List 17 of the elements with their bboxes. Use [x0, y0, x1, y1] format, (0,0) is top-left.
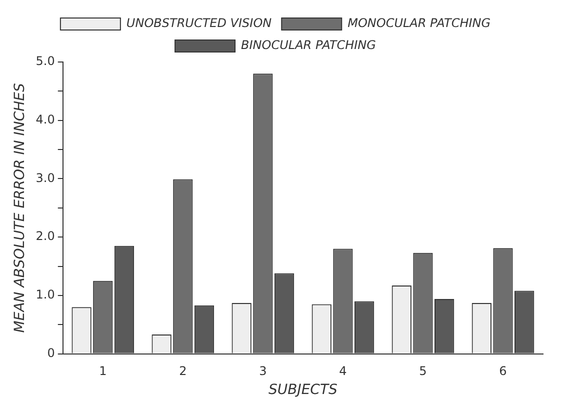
legend-label: UNOBSTRUCTED VISION	[126, 16, 272, 30]
x-axis-title: SUBJECTS	[268, 382, 338, 398]
x-tick-label: 5	[419, 364, 427, 378]
x-tick-label: 2	[179, 364, 187, 378]
x-tick-label: 3	[259, 364, 267, 378]
x-tick-label: 1	[99, 364, 107, 378]
y-axis-title: MEAN ABSOLUTE ERROR IN INCHES	[12, 82, 28, 333]
x-tick-label: 4	[339, 364, 347, 378]
y-tick-label: 2.0	[36, 229, 55, 244]
y-tick-label: 5.0	[36, 54, 55, 68]
x-tick-label: 6	[499, 364, 507, 378]
y-tick-label: 3.0	[36, 170, 55, 185]
y-tick-label: 0	[47, 346, 55, 360]
legend-label: MONOCULAR PATCHING	[348, 16, 491, 30]
legend-label: BINOCULAR PATCHING	[241, 38, 376, 52]
y-tick-label: 4.0	[36, 112, 55, 126]
y-tick-label: 1.0	[36, 288, 55, 302]
